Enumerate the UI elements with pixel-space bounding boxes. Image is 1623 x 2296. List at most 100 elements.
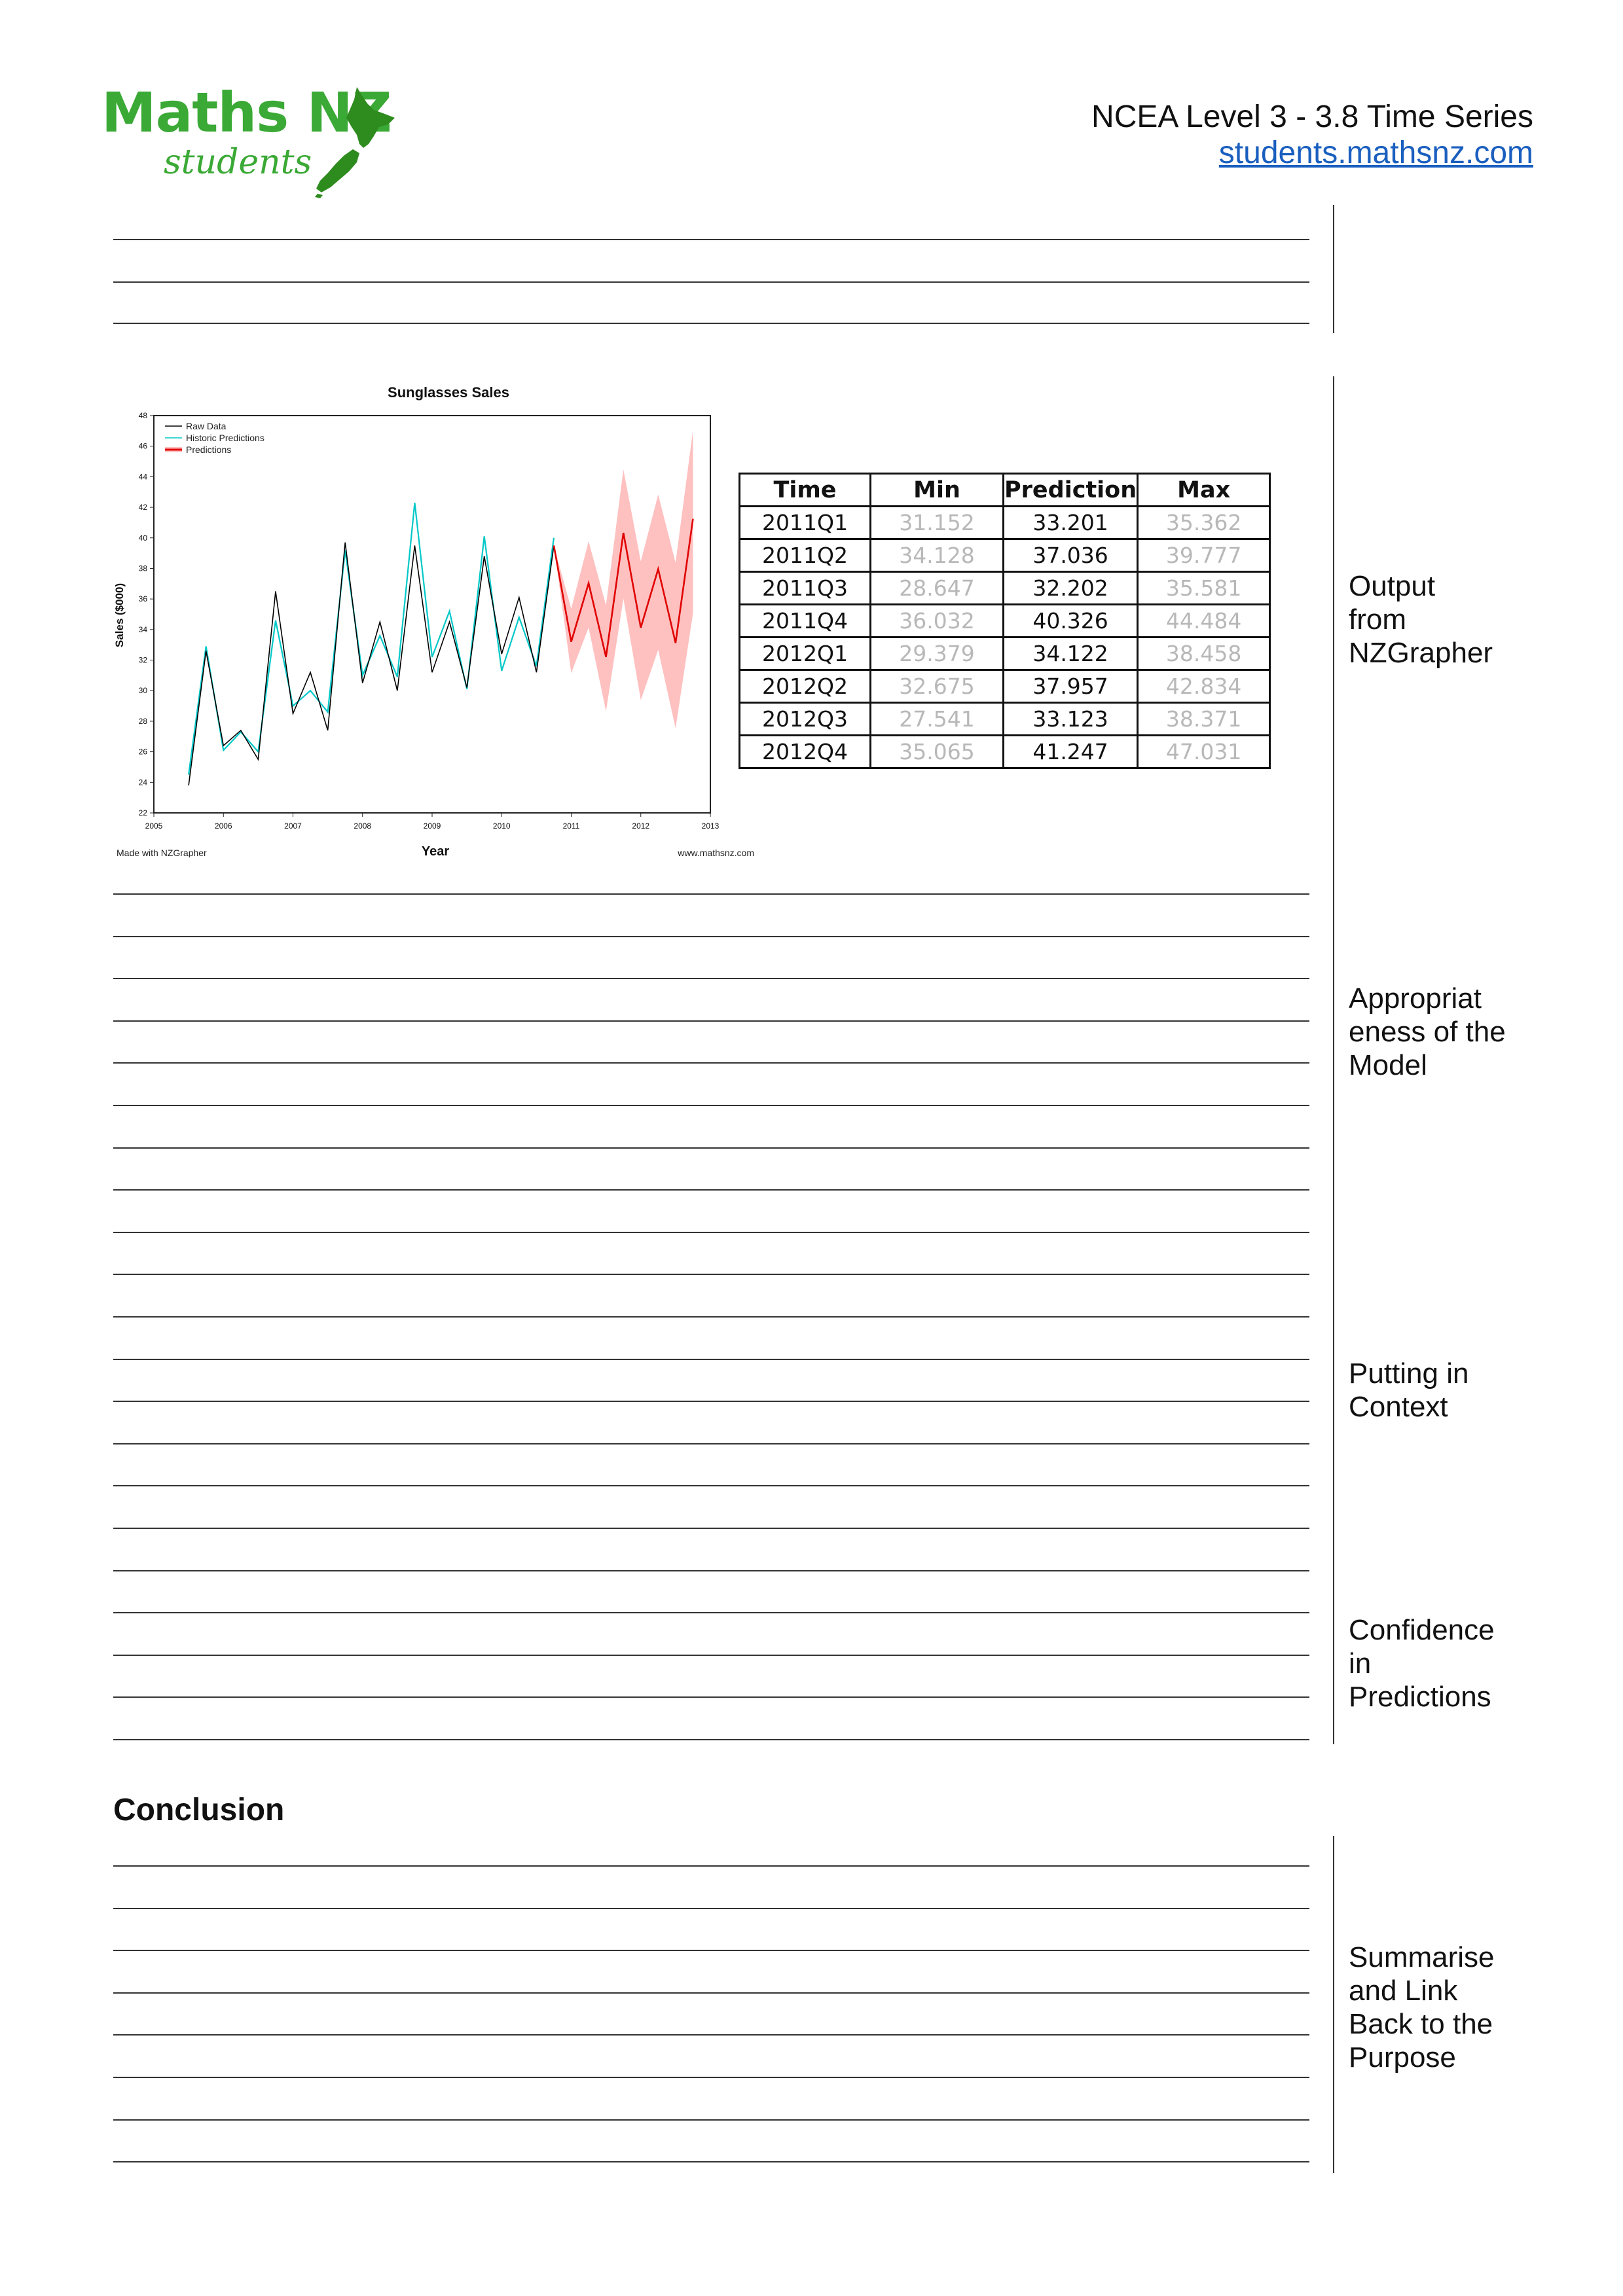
y-tick-label: 28 <box>139 717 148 726</box>
y-tick-label: 46 <box>139 442 148 451</box>
cell-time: 2012Q2 <box>739 669 871 704</box>
cell-min: 35.065 <box>869 734 1004 769</box>
side-note-appropriateness: Appropriat eness of the Model <box>1349 982 1506 1081</box>
table-row: 2012Q1 29.379 34.122 38.458 <box>739 636 1271 671</box>
table-row: 2011Q4 36.032 40.326 44.484 <box>739 603 1271 638</box>
y-tick-label: 48 <box>139 411 148 420</box>
writing-line <box>113 1992 1309 1994</box>
cell-min: 32.675 <box>869 669 1004 704</box>
writing-line <box>113 323 1309 324</box>
conclusion-heading: Conclusion <box>113 1793 285 1827</box>
x-tick-label: 2005 <box>145 821 163 831</box>
col-header-time: Time <box>739 473 871 507</box>
table-row: 2012Q2 32.675 37.957 42.834 <box>739 669 1271 704</box>
y-tick-label: 30 <box>139 686 148 695</box>
cell-prediction: 37.957 <box>1002 669 1139 704</box>
x-tick-label: 2009 <box>424 821 441 831</box>
logo-wordmark: Maths NZ <box>101 81 392 145</box>
x-tick-label: 2010 <box>493 821 511 831</box>
x-axis-label: Year <box>422 844 449 857</box>
y-tick-label: 42 <box>139 503 148 512</box>
y-tick-label: 36 <box>139 594 148 603</box>
writing-line <box>113 1570 1309 1571</box>
col-header-max: Max <box>1137 473 1271 507</box>
cell-min: 36.032 <box>869 603 1004 638</box>
cell-max: 39.777 <box>1137 538 1271 573</box>
writing-line <box>113 1062 1309 1064</box>
writing-line <box>113 1358 1309 1360</box>
prediction-interval-band <box>553 430 693 728</box>
table-row: 2012Q4 35.065 41.247 47.031 <box>739 734 1271 769</box>
y-tick-label: 24 <box>139 778 148 787</box>
x-tick-label: 2007 <box>284 821 302 831</box>
x-tick-label: 2008 <box>354 821 371 831</box>
side-note-confidence: Confidence in Predictions <box>1349 1614 1495 1713</box>
cell-max: 42.834 <box>1137 669 1271 704</box>
y-tick-label: 40 <box>139 533 148 543</box>
writing-line <box>113 1274 1309 1276</box>
cell-prediction: 34.122 <box>1002 636 1139 671</box>
legend-label: Raw Data <box>186 421 227 431</box>
writing-line <box>113 1696 1309 1698</box>
y-tick-label: 32 <box>139 656 148 665</box>
cell-prediction: 37.036 <box>1002 538 1139 573</box>
raw-data-line <box>188 542 555 786</box>
y-tick-label: 38 <box>139 564 148 573</box>
new-zealand-map-icon <box>315 87 395 198</box>
writing-line <box>113 1020 1309 1022</box>
writing-line <box>113 1612 1309 1614</box>
legend-label: Predictions <box>186 444 231 455</box>
logo-subtitle: students <box>164 143 312 182</box>
cell-min: 27.541 <box>869 702 1004 736</box>
cell-min: 31.152 <box>869 505 1004 540</box>
sunglasses-sales-chart: Sunglasses Sales 2005 2006 2007 2008 2009 201… <box>113 384 754 857</box>
writing-line <box>113 893 1309 895</box>
side-note-summarise: Summarise and Link Back to the Purpose <box>1349 1941 1495 2073</box>
writing-line <box>113 1654 1309 1656</box>
cell-max: 35.362 <box>1137 505 1271 540</box>
chart-credit: Made with NZGrapher <box>117 848 207 857</box>
writing-line <box>113 2119 1309 2121</box>
side-note-context: Putting in Context <box>1349 1357 1469 1423</box>
table-header-row: Time Min Prediction Max <box>739 473 1271 507</box>
document-title: NCEA Level 3 - 3.8 Time Series <box>1091 99 1533 134</box>
cell-time: 2012Q3 <box>739 702 871 736</box>
writing-line <box>113 281 1309 283</box>
cell-time: 2011Q3 <box>739 571 871 605</box>
margin-divider <box>1333 1836 1334 2173</box>
writing-line <box>113 935 1309 937</box>
cell-max: 35.581 <box>1137 571 1271 605</box>
website-link[interactable]: students.mathsnz.com <box>1218 135 1533 170</box>
writing-line <box>113 1105 1309 1106</box>
x-tick-label: 2012 <box>632 821 649 831</box>
writing-line <box>113 1443 1309 1444</box>
x-tick-label: 2006 <box>215 821 232 831</box>
cell-time: 2011Q4 <box>739 603 871 638</box>
cell-time: 2011Q2 <box>739 538 871 573</box>
writing-line <box>113 2077 1309 2078</box>
table-row: 2011Q3 28.647 32.202 35.581 <box>739 571 1271 605</box>
writing-line <box>113 1907 1309 1909</box>
writing-line <box>113 1189 1309 1191</box>
table-row: 2011Q1 31.152 33.201 35.362 <box>739 505 1271 540</box>
writing-line <box>113 1865 1309 1867</box>
writing-line <box>113 978 1309 980</box>
cell-max: 47.031 <box>1137 734 1271 769</box>
cell-time: 2011Q1 <box>739 505 871 540</box>
cell-prediction: 33.123 <box>1002 702 1139 736</box>
writing-line <box>113 1485 1309 1487</box>
cell-max: 38.371 <box>1137 702 1271 736</box>
col-header-prediction: Prediction <box>1002 473 1139 507</box>
prediction-table: Time Min Prediction Max 2011Q1 31.152 33.2… <box>739 473 1271 769</box>
y-tick-label: 44 <box>139 472 148 481</box>
writing-line <box>113 239 1309 240</box>
cell-prediction: 33.201 <box>1002 505 1139 540</box>
col-header-min: Min <box>869 473 1004 507</box>
writing-line <box>113 1950 1309 1952</box>
margin-divider <box>1333 376 1334 1744</box>
predictions-line <box>553 518 694 658</box>
side-note-output: Output from NZGrapher <box>1349 570 1493 669</box>
y-axis-label: Sales ($000) <box>113 583 126 647</box>
x-tick-label: 2011 <box>563 821 580 831</box>
cell-min: 34.128 <box>869 538 1004 573</box>
